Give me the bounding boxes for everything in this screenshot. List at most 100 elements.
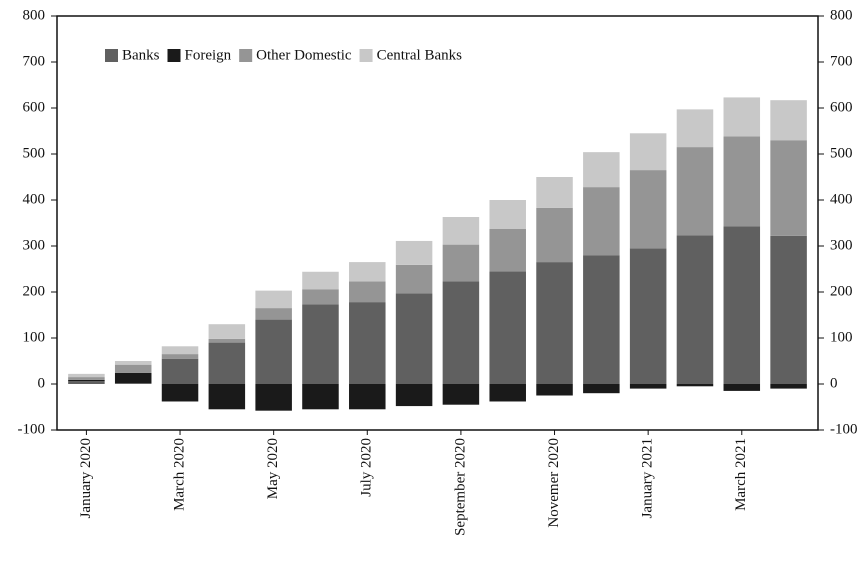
bar-segment [723,226,761,384]
bar-segment [629,384,667,389]
y2-tick-label: 300 [830,237,853,253]
x-tick-label: March 2020 [171,438,187,511]
y2-tick-label: 700 [830,53,853,69]
y2-tick-label: 400 [830,191,853,207]
bar-segment [349,302,386,384]
y-tick-label: 800 [23,7,46,23]
bar-segment [723,384,761,391]
bar-segment [676,235,714,384]
y-tick-label: 100 [23,329,46,345]
bar-segment [770,384,807,389]
y2-tick-label: -100 [830,421,858,437]
y-tick-label: 700 [23,53,46,69]
bar-segment [114,364,152,373]
bar-segment [161,354,199,359]
bar-segment [489,271,526,384]
x-tick-label: Novemer 2020 [546,438,562,528]
y-tick-label: 0 [38,375,46,391]
bar-segment [255,290,292,309]
bar-segment [676,147,714,236]
y2-tick-label: 100 [830,329,853,345]
bar-segment [349,281,386,303]
bar-segment [723,97,761,137]
legend-label: Other Domestic [256,47,352,63]
y2-tick-label: 800 [830,7,853,23]
bar-segment [536,207,573,263]
bar-segment [114,361,152,365]
y-tick-label: -100 [18,421,46,437]
bar-segment [349,262,386,282]
bar-segment [114,372,152,384]
bar-segment [676,384,714,387]
bar-segment [536,262,573,384]
bar-segment [161,358,199,384]
y-tick-label: 400 [23,191,46,207]
y2-tick-label: 0 [830,375,838,391]
bar-segment [629,170,667,249]
y2-tick-label: 200 [830,283,853,299]
x-tick-label: January 2020 [78,438,94,518]
bar-segment [68,377,105,380]
legend-swatch [359,49,373,62]
bar-segment [583,384,620,394]
bar-segment [489,384,526,402]
bar-segment [68,373,105,378]
y-tick-label: 600 [23,99,46,115]
bar-segment [723,136,761,227]
bar-segment [68,381,105,384]
bar-segment [114,383,152,384]
bar-segment [442,281,480,384]
bar-segment [68,379,105,382]
legend-label: Banks [122,47,160,63]
bar-segment [302,304,339,384]
bar-segment [770,235,807,384]
bar-segment [442,384,480,405]
bar-segment [676,109,714,148]
bar-segment [302,289,339,305]
bar-segment [536,177,573,208]
bar-segment [208,338,246,343]
legend-label: Central Banks [377,47,463,63]
bar-segment [255,384,292,411]
y2-tick-label: 500 [830,145,853,161]
legend-swatch [239,49,253,62]
bar-segment [770,140,807,236]
bar-segment [208,324,246,339]
bar-segment [583,255,620,384]
y-tick-label: 500 [23,145,46,161]
y-tick-label: 200 [23,283,46,299]
bar-segment [395,264,433,294]
bar-segment [208,342,246,384]
y2-tick-label: 600 [830,99,853,115]
bar-segment [208,384,246,410]
bar-segment [536,384,573,396]
legend-swatch [167,49,181,62]
bar-segment [395,240,433,265]
bar-segment [161,346,199,355]
bar-segment [629,133,667,171]
bar-segment [442,217,480,245]
x-tick-label: March 2021 [733,438,749,511]
x-tick-label: May 2020 [265,438,281,499]
bar-segment [770,100,807,141]
legend-label: Foreign [185,47,232,63]
bar-segment [302,271,339,290]
bar-segment [255,308,292,320]
bar-segment [489,228,526,272]
bar-segment [302,384,339,410]
bar-segment [255,319,292,384]
bar-segment [395,384,433,407]
y-tick-label: 300 [23,237,46,253]
plot-frame [56,15,819,431]
bar-segment [583,152,620,188]
x-tick-label: September 2020 [452,438,468,536]
bar-segment [583,187,620,256]
bar-segment [629,248,667,384]
bar-segment [442,244,480,282]
bar-segment [349,384,386,410]
bar-segment [395,293,433,384]
x-tick-label: January 2021 [640,438,656,518]
legend-swatch [105,49,118,62]
bar-segment [489,200,526,229]
